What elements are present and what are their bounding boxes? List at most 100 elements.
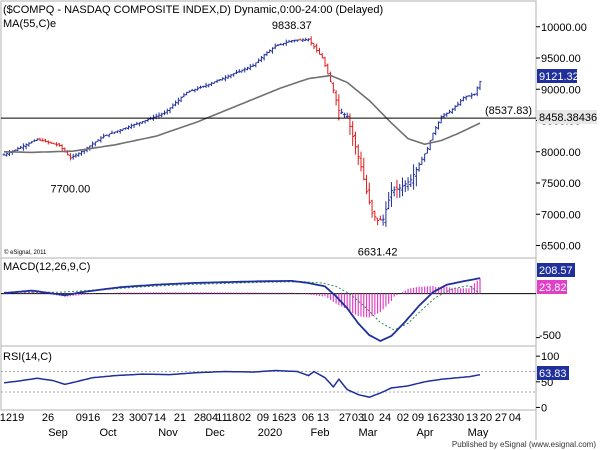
- price-bar: [431, 132, 435, 141]
- price-bar: [265, 51, 269, 56]
- x-tick-label: 06: [302, 412, 314, 424]
- price-bar: [384, 201, 388, 227]
- price-bar: [434, 125, 438, 136]
- price-bar: [168, 107, 172, 114]
- rsi-value-box: 63.83: [537, 366, 569, 380]
- price-bar: [262, 53, 266, 61]
- price-tick-label: 10000.00: [541, 22, 587, 34]
- price-bar: [353, 131, 357, 155]
- price-bar: [234, 69, 238, 75]
- price-bar: [99, 136, 103, 143]
- price-bar: [129, 123, 133, 129]
- price-tick-label: 8000.00: [541, 147, 581, 159]
- price-bar: [132, 123, 136, 128]
- price-bar: [298, 38, 302, 41]
- x-tick-label: 1219: [0, 412, 24, 424]
- price-bar: [77, 152, 81, 157]
- price-bar: [248, 64, 252, 71]
- price-bar: [223, 75, 227, 82]
- price-bar: [124, 127, 128, 130]
- macd-value-box: 208.57: [537, 263, 575, 277]
- price-bar: [284, 39, 288, 46]
- price-bar: [317, 47, 321, 55]
- price-bar: [329, 71, 333, 83]
- price-bar: [276, 43, 280, 47]
- price-bar: [179, 96, 183, 103]
- ma-legend-label: MA(55,C)e: [3, 18, 56, 30]
- price-bar: [41, 138, 45, 142]
- price-bar: [259, 55, 263, 63]
- macd-panel-frame: [0, 257, 537, 347]
- x-tick-label: 28: [194, 412, 206, 424]
- svg-text:9121.32: 9121.32: [539, 71, 579, 83]
- reference-level-label: (8537.83): [485, 105, 532, 117]
- price-bar: [378, 215, 382, 221]
- price-bar: [320, 52, 324, 59]
- macd-layer: [1, 277, 540, 343]
- x-tick-label: 02: [397, 412, 409, 424]
- svg-text:208.57: 208.57: [539, 265, 573, 277]
- x-tick-label: 23: [440, 412, 452, 424]
- price-bar: [290, 40, 294, 43]
- price-bar: [171, 103, 175, 109]
- price-bar: [68, 153, 72, 161]
- price-bar: [406, 177, 410, 191]
- x-tick-label: 09: [412, 412, 424, 424]
- price-bar: [246, 66, 250, 71]
- price-bar: [38, 137, 42, 142]
- price-bar: [359, 151, 363, 172]
- price-panel-frame: [0, 0, 537, 259]
- price-bar: [30, 141, 34, 144]
- price-bar: [52, 142, 56, 145]
- price-bar: [282, 42, 286, 46]
- price-bar: [287, 39, 291, 43]
- macd-line: [3, 277, 481, 343]
- price-bar: [304, 37, 308, 42]
- price-bar: [19, 145, 23, 150]
- footer-text: Published by eSignal (www.esignal.com): [452, 440, 596, 449]
- price-bar: [163, 110, 167, 116]
- price-bar: [470, 92, 474, 99]
- x-month-label: Oct: [99, 427, 116, 439]
- price-bar: [165, 108, 169, 115]
- price-bar: [301, 38, 305, 43]
- price-bar: [464, 95, 468, 101]
- x-tick-label: 16: [272, 412, 284, 424]
- price-bar: [127, 125, 131, 130]
- x-tick-label: 24: [379, 412, 391, 424]
- price-bar: [221, 77, 225, 81]
- price-bar: [71, 153, 75, 160]
- x-tick-label: 26: [42, 412, 54, 424]
- price-bar: [445, 112, 449, 117]
- price-bar: [110, 130, 114, 134]
- price-tick-label: 7000.00: [541, 209, 581, 221]
- price-bar: [461, 96, 465, 102]
- price-bar: [182, 93, 186, 98]
- x-tick-label: 27: [495, 412, 507, 424]
- price-bar: [254, 62, 258, 68]
- x-month-label: Sep: [48, 427, 68, 439]
- price-bar: [215, 79, 219, 84]
- price-bar: [218, 79, 222, 82]
- price-bar: [46, 140, 50, 145]
- x-tick-label: 27: [339, 412, 351, 424]
- price-bar: [187, 90, 191, 93]
- price-axis-ticks: 10000.009500.009000.008500.008000.007500…: [536, 22, 587, 253]
- chart-title: ($COMPQ - NASDAQ COMPOSITE INDEX,D) Dyna…: [3, 4, 383, 16]
- x-tick-label: 16: [427, 412, 439, 424]
- price-bar: [362, 157, 366, 181]
- price-bar: [185, 91, 189, 96]
- price-bar: [306, 38, 310, 42]
- price-bar: [5, 152, 9, 157]
- price-tick-label: 9000.00: [541, 84, 581, 96]
- price-bar: [174, 100, 178, 107]
- price-bar: [373, 210, 377, 221]
- price-bar: [326, 63, 330, 75]
- moving-average-layer: [4, 74, 481, 154]
- x-month-label: 2020: [258, 427, 282, 439]
- price-bar: [456, 101, 460, 107]
- x-month-label: Mar: [359, 427, 378, 439]
- price-bar: [60, 144, 64, 151]
- copyright-text: © eSignal, 2011: [4, 249, 47, 256]
